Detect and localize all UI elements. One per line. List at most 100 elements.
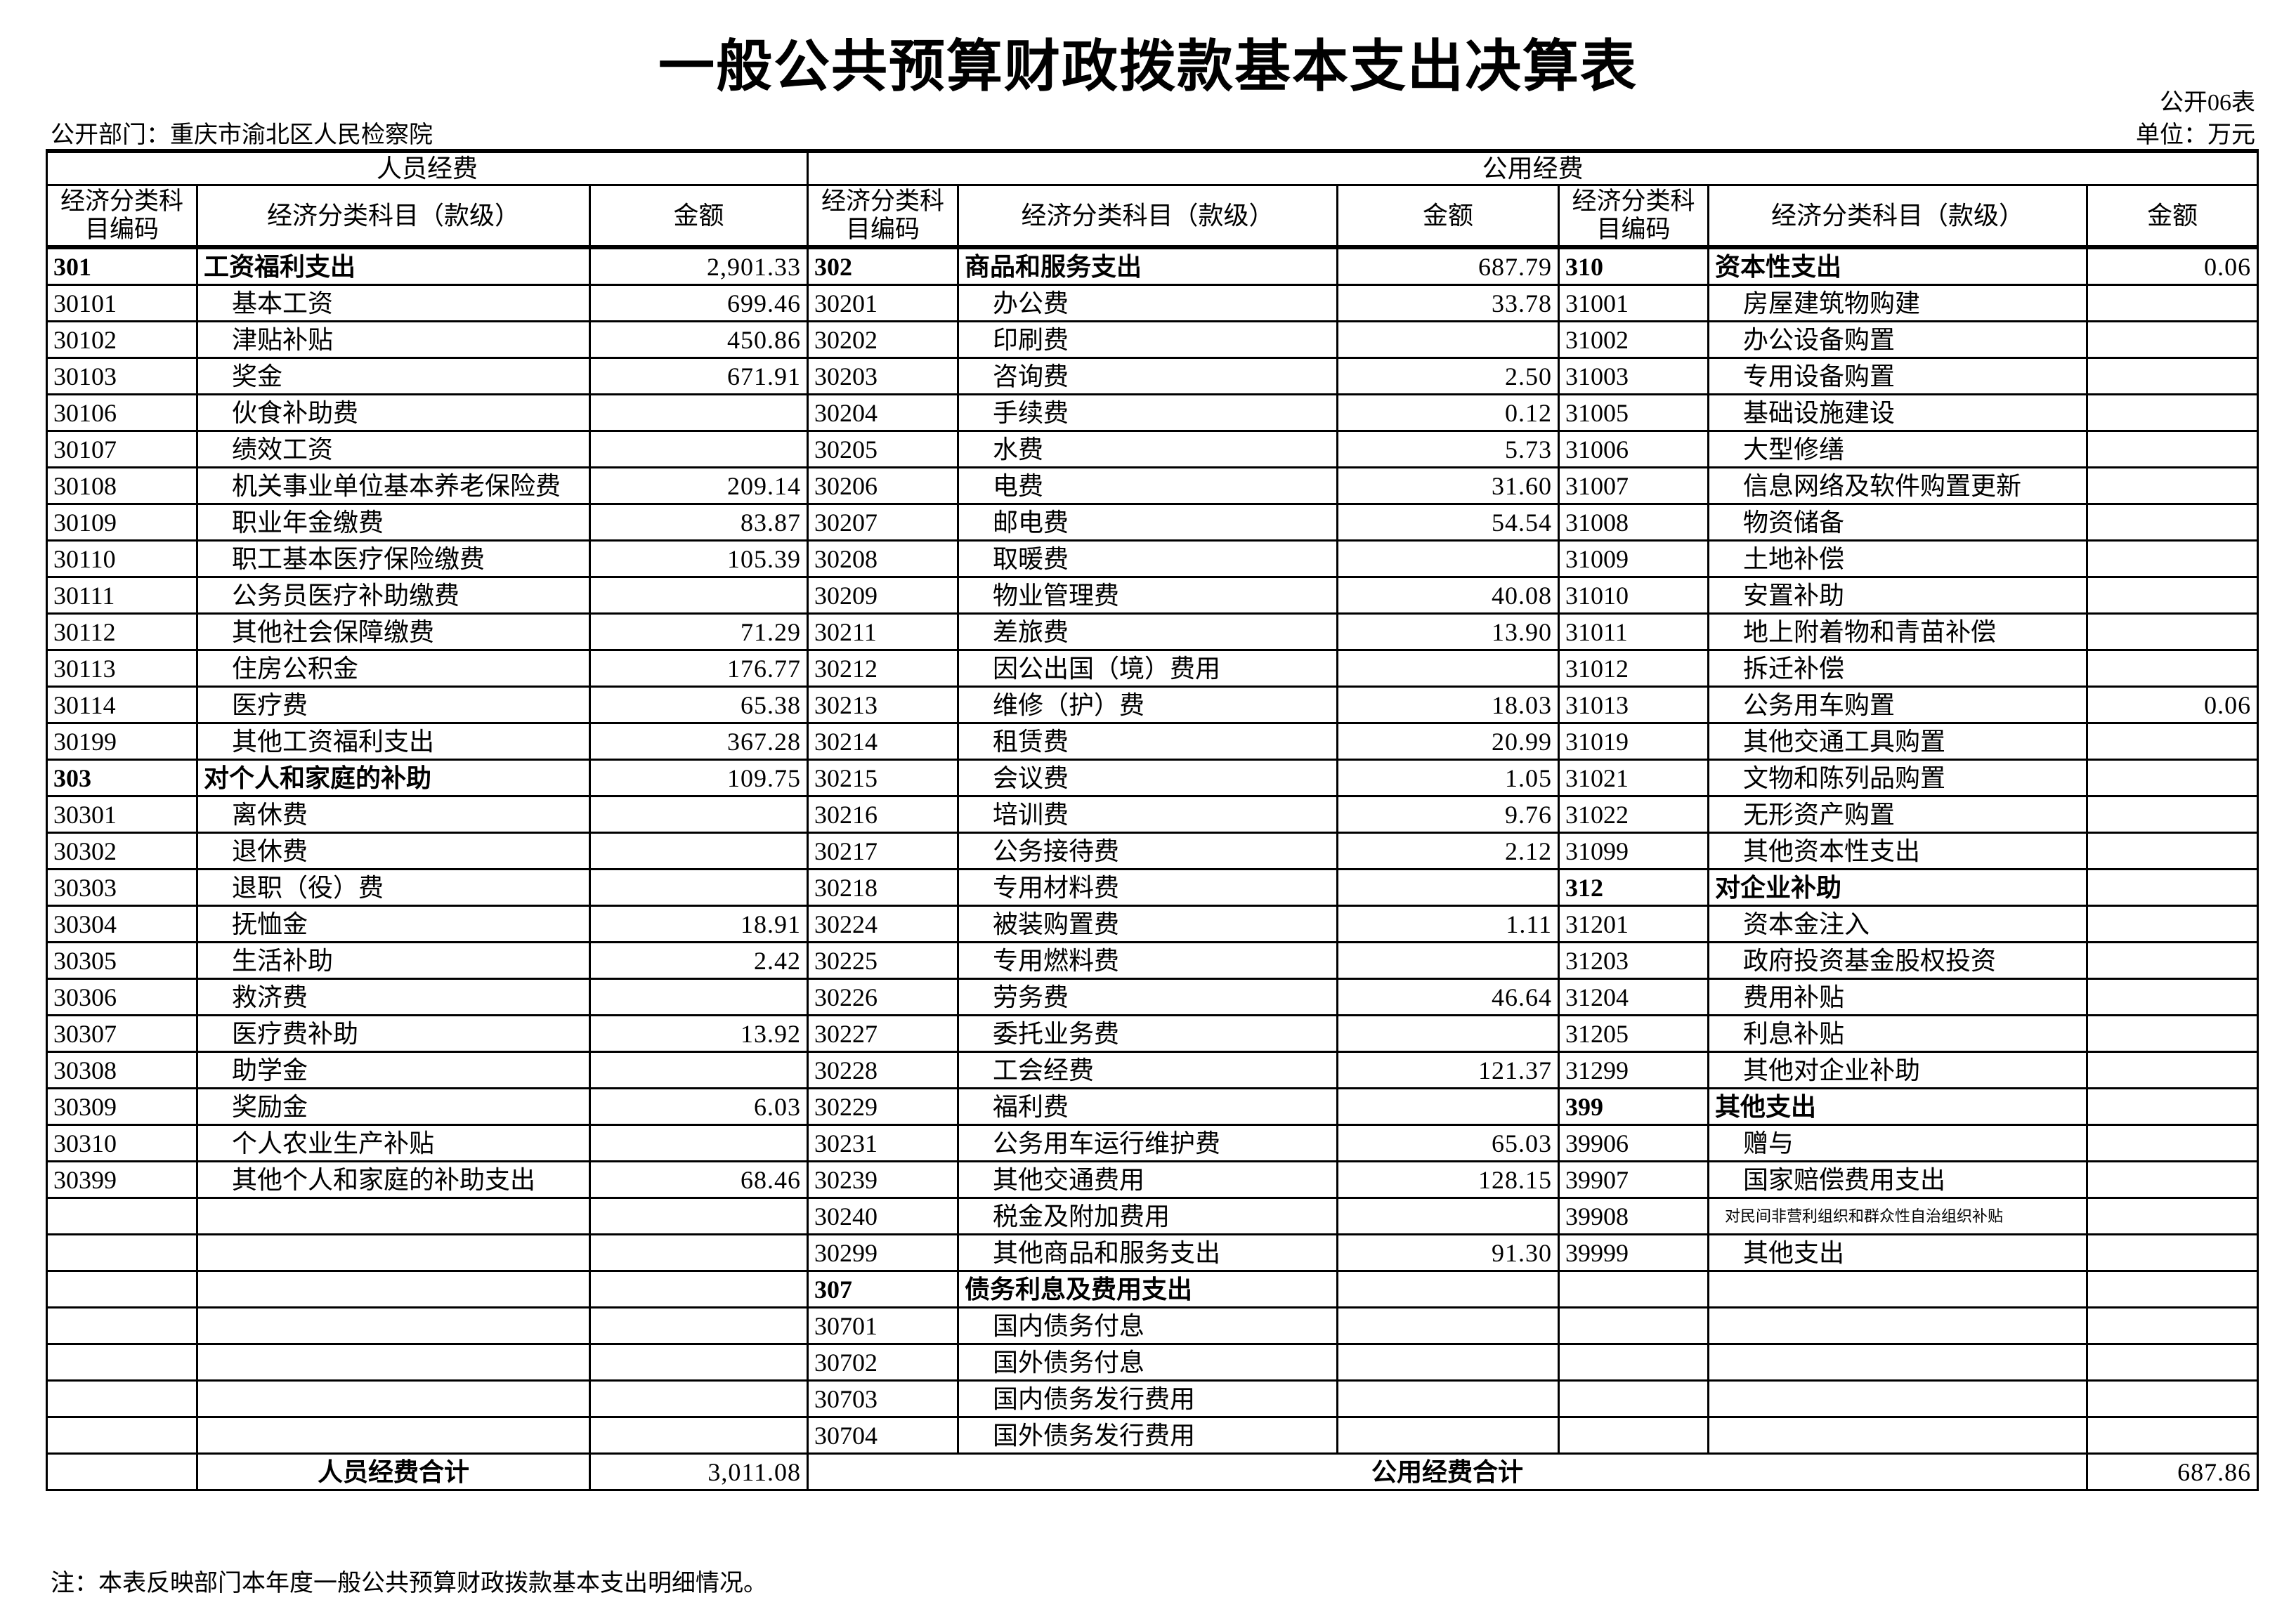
table-row: 303 对个人和家庭的补助 109.75 30215 会议费 1.05 31021 文物和陈列… (46, 759, 2259, 797)
cell-code (46, 1197, 198, 1235)
cell-name: 医疗费 (196, 686, 591, 724)
cell-code: 30214 (807, 722, 960, 761)
cell-amount: 46.64 (1336, 978, 1560, 1016)
cell-name: 费用补贴 (1707, 978, 2089, 1016)
cell-name: 租赁费 (957, 722, 1339, 761)
cell-amount (2086, 539, 2259, 578)
cell-code: 30215 (807, 759, 960, 797)
cell-name: 专用燃料费 (957, 941, 1339, 980)
personnel-total-amount: 3,011.08 (588, 1452, 809, 1491)
cell-code: 30225 (807, 941, 960, 980)
cell-code: 39906 (1558, 1124, 1710, 1162)
cell-code: 30113 (46, 649, 198, 688)
name-header: 经济分类科目（款级） (1707, 184, 2089, 249)
cell-amount (2086, 357, 2259, 395)
cell-amount (588, 1197, 809, 1235)
cell-name: 救济费 (196, 978, 591, 1016)
code-header: 经济分类科目编码 (1558, 184, 1710, 249)
cell-amount (588, 393, 809, 432)
cell-name: 印刷费 (957, 320, 1339, 359)
cell-name: 助学金 (196, 1051, 591, 1089)
amount-header: 金额 (588, 184, 809, 249)
table-row: 30114 医疗费 65.38 30213 维修（护）费 18.03 31013 公务用车购置… (46, 686, 2259, 724)
cell-name: 物业管理费 (957, 576, 1339, 615)
cell-amount: 65.38 (588, 686, 809, 724)
cell-name: 因公出国（境）费用 (957, 649, 1339, 688)
cell-name: 利息补贴 (1707, 1014, 2089, 1053)
table-row: 30305 生活补助 2.42 30225 专用燃料费 31203 政府投资基金股权投资 (46, 941, 2259, 980)
cell-code: 30199 (46, 722, 198, 761)
cell-name: 商品和服务支出 (957, 246, 1339, 286)
cell-amount (2086, 576, 2259, 615)
cell-amount: 68.46 (588, 1160, 809, 1199)
cell-amount: 5.73 (1336, 430, 1560, 468)
cell-amount (2086, 612, 2259, 651)
cell-code: 30209 (807, 576, 960, 615)
cell-amount (2086, 503, 2259, 542)
cell-name: 资本性支出 (1707, 246, 2089, 286)
cell-code: 30106 (46, 393, 198, 432)
cell-code: 312 (1558, 868, 1710, 907)
cell-name: 咨询费 (957, 357, 1339, 395)
cell-name: 公务用车购置 (1707, 686, 2089, 724)
cell-amount: 18.91 (588, 905, 809, 943)
cell-code: 31019 (1558, 722, 1710, 761)
cell-amount: 54.54 (1336, 503, 1560, 542)
cell-amount: 699.46 (588, 284, 809, 322)
cell-amount (588, 978, 809, 1016)
cell-name: 住房公积金 (196, 649, 591, 688)
cell-code: 31001 (1558, 284, 1710, 322)
cell-code: 30204 (807, 393, 960, 432)
empty-cell (46, 1452, 198, 1491)
cell-name: 被装购置费 (957, 905, 1339, 943)
table-row: 30703 国内债务发行费用 (46, 1379, 2259, 1418)
cell-code: 30107 (46, 430, 198, 468)
cell-amount: 1.05 (1336, 759, 1560, 797)
cell-name: 无形资产购置 (1707, 795, 2089, 834)
cell-name: 绩效工资 (196, 430, 591, 468)
cell-amount: 0.06 (2086, 686, 2259, 724)
cell-amount: 2.50 (1336, 357, 1560, 395)
cell-code: 31008 (1558, 503, 1710, 542)
cell-name (1707, 1416, 2089, 1455)
cell-name: 大型修缮 (1707, 430, 2089, 468)
cell-name: 专用材料费 (957, 868, 1339, 907)
cell-name: 其他个人和家庭的补助支出 (196, 1160, 591, 1199)
totals-row: 人员经费合计 3,011.08 公用经费合计 687.86 (46, 1452, 2259, 1491)
cell-amount: 367.28 (588, 722, 809, 761)
cell-name (196, 1233, 591, 1272)
cell-code: 30217 (807, 832, 960, 870)
cell-amount: 9.76 (1336, 795, 1560, 834)
table-row: 30107 绩效工资 30205 水费 5.73 31006 大型修缮 (46, 430, 2259, 468)
table-row: 30309 奖励金 6.03 30229 福利费 399 其他支出 (46, 1087, 2259, 1126)
cell-amount (588, 832, 809, 870)
cell-code: 30305 (46, 941, 198, 980)
table-row: 30240 税金及附加费用 39908 对民间非营利组织和群众性自治组织补贴 (46, 1197, 2259, 1235)
cell-amount (588, 1379, 809, 1418)
cell-code (1558, 1343, 1710, 1382)
cell-code (46, 1343, 198, 1382)
cell-code: 30108 (46, 466, 198, 505)
cell-amount (2086, 649, 2259, 688)
cell-code: 30231 (807, 1124, 960, 1162)
cell-name: 公务用车运行维护费 (957, 1124, 1339, 1162)
footnote: 注：本表反映部门本年度一般公共预算财政拨款基本支出明细情况。 (51, 1570, 767, 1596)
table-row: 30308 助学金 30228 工会经费 121.37 31299 其他对企业补助 (46, 1051, 2259, 1089)
cell-name: 离休费 (196, 795, 591, 834)
cell-code: 31002 (1558, 320, 1710, 359)
cell-amount: 450.86 (588, 320, 809, 359)
cell-amount (1336, 649, 1560, 688)
cell-name: 政府投资基金股权投资 (1707, 941, 2089, 980)
cell-name: 奖金 (196, 357, 591, 395)
cell-code: 39908 (1558, 1197, 1710, 1235)
table-row: 301 工资福利支出 2,901.33 302 商品和服务支出 687.79 310 资本性支… (46, 246, 2259, 286)
cell-code: 30704 (807, 1416, 960, 1455)
cell-code: 30203 (807, 357, 960, 395)
cell-code: 31009 (1558, 539, 1710, 578)
cell-name: 工资福利支出 (196, 246, 591, 286)
cell-code: 30213 (807, 686, 960, 724)
cell-amount: 65.03 (1336, 1124, 1560, 1162)
cell-code: 307 (807, 1270, 960, 1308)
cell-amount: 121.37 (1336, 1051, 1560, 1089)
cell-name: 国外债务发行费用 (957, 1416, 1339, 1455)
